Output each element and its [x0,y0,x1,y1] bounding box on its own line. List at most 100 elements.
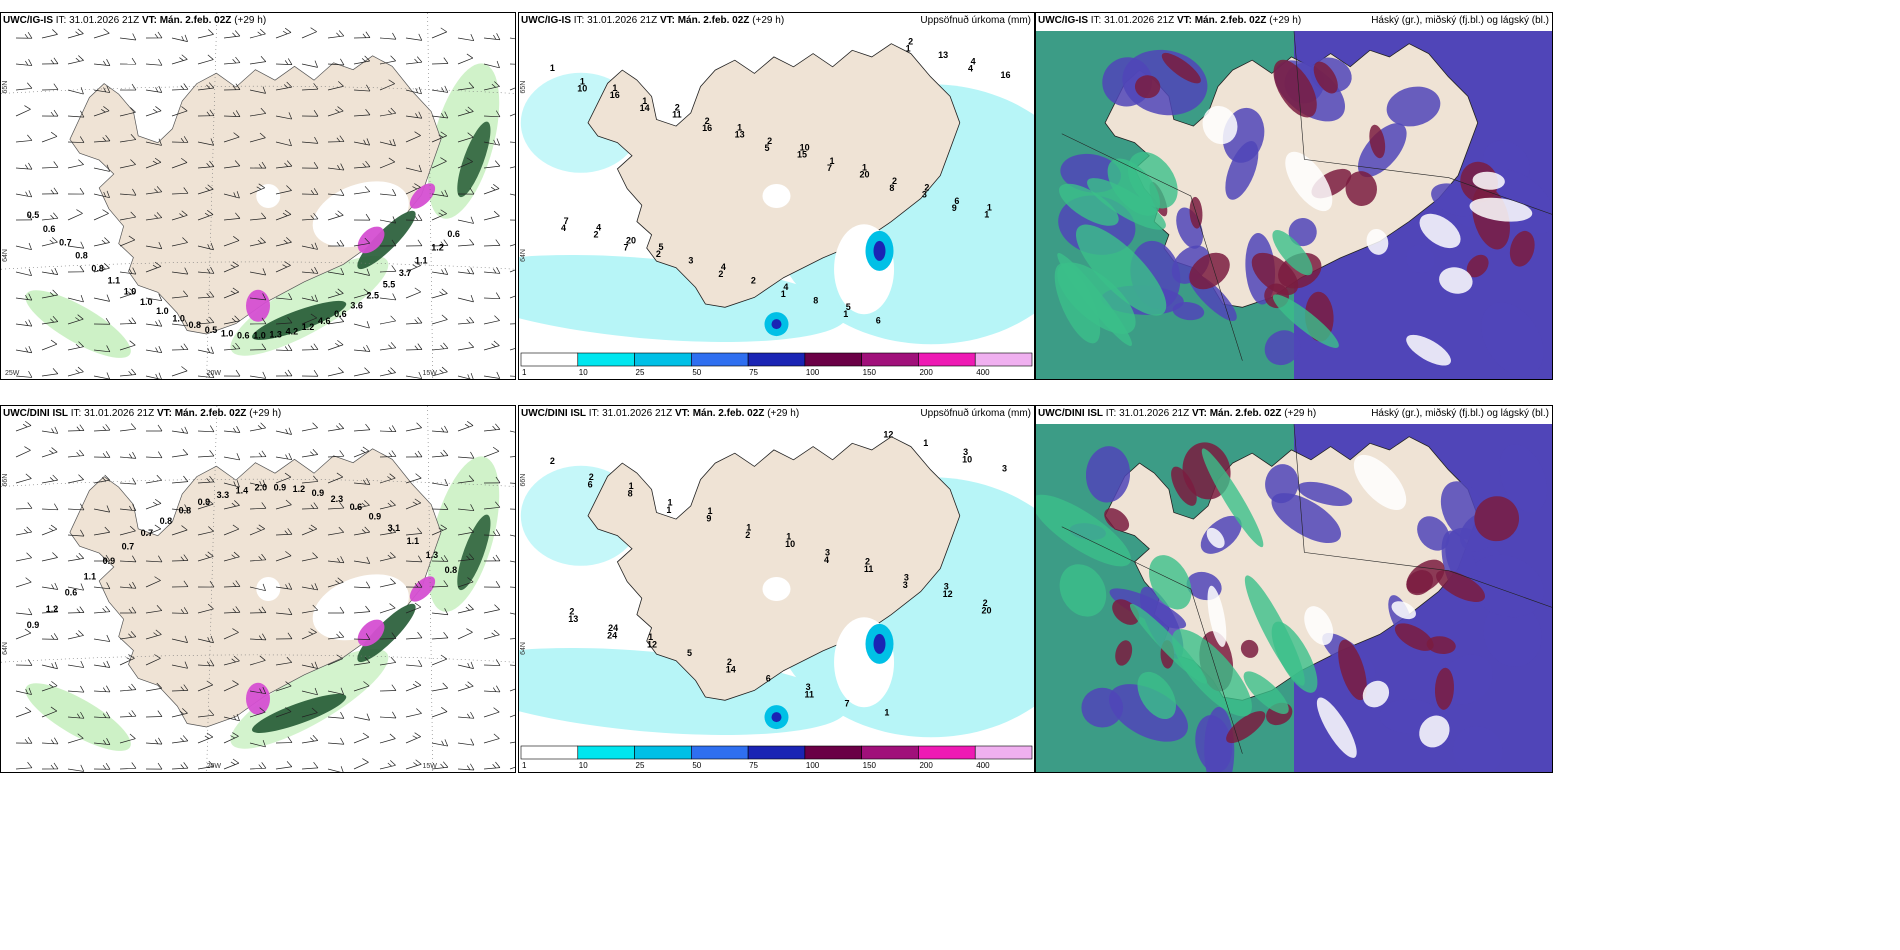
value-label: 2.5 [367,291,380,301]
value-label: 12 [883,429,893,439]
init-time: IT: 31.01.2026 21Z [571,15,660,26]
colorbar-segment [520,352,579,367]
colorbar-segment [577,745,635,760]
init-time: IT: 31.01.2026 21Z [53,15,142,26]
value-label: 0.6 [447,229,460,239]
init-time: IT: 31.01.2026 21Z [68,408,157,419]
lead-time: (+29 h) [246,408,282,419]
value-label: 2 [751,276,756,286]
panel-header: UWC/IG-IS IT: 31.01.2026 21Z VT: Mán. 2.… [521,15,784,26]
value-label: 4 [783,282,788,292]
colorbar-label: 50 [692,761,701,770]
value-label: 7 [827,163,832,173]
panel-header: UWC/DINI ISL IT: 31.01.2026 21Z VT: Mán.… [1038,408,1316,419]
panel-header: UWC/IG-IS IT: 31.01.2026 21Z VT: Mán. 2.… [1038,15,1301,26]
value-label: 2 [569,607,574,617]
panel-right-title: Háský (gr.), miðský (fj.bl.) og lágský (… [1371,15,1549,26]
value-label: 0.7 [122,542,135,552]
lead-time: (+29 h) [749,15,785,26]
value-label: 1.4 [236,485,249,495]
value-label: 2 [865,556,870,566]
value-label: 14 [640,103,650,113]
value-label: 3 [903,580,908,590]
value-label: 1.3 [269,329,282,339]
colorbar-label: 10 [579,368,588,377]
value-label: 13 [568,614,578,624]
value-label: 1 [550,63,555,73]
value-label: 2 [745,530,750,540]
value-label: 8 [889,183,894,193]
model-name: UWC/DINI ISL [521,408,586,419]
value-label: 1 [786,531,791,541]
panel-clouds-top: UWC/IG-IS IT: 31.01.2026 21Z VT: Mán. 2.… [1035,12,1553,380]
value-label: 5 [687,648,692,658]
iceland-landmass [69,448,442,728]
value-label: 12 [943,589,953,599]
value-label: 2 [727,657,732,667]
value-label: 1 [830,156,835,166]
colorbar-label: 50 [692,368,701,377]
value-label: 1.1 [108,276,121,286]
value-label: 4 [721,262,726,272]
value-label: 12 [647,639,657,649]
value-label: 1 [906,43,911,53]
value-label: 2 [718,269,723,279]
value-label: 1.0 [172,314,185,324]
precipitation-map: 1 10 25 50 75 100 150 200 40066N64N2111232123132… [519,406,1034,772]
value-label: 0.8 [189,320,202,330]
value-label: 7 [623,243,628,253]
colorbar-segment [918,745,976,760]
value-label: 1.0 [253,331,266,341]
value-label: 5 [765,143,770,153]
value-label: 24 [607,631,617,641]
value-label: 0.8 [179,506,192,516]
value-label: 4 [596,222,601,232]
colorbar-segment [804,352,862,367]
value-label: 5 [846,302,851,312]
value-label: 5.5 [383,280,396,290]
lead-time: (+29 h) [231,15,267,26]
value-label: 2 [892,176,897,186]
lat-label: 64N [520,642,527,655]
value-label: 1 [862,162,867,172]
colorbar-label: 10 [579,761,588,770]
init-time: IT: 31.01.2026 21Z [1103,408,1192,419]
value-label: 1 [884,707,889,717]
iceland-landmass [69,55,442,335]
value-label: 1.0 [156,306,169,316]
value-label: 4.6 [318,316,331,326]
valid-time-label: VT: Mán. 2.feb. 02Z [1176,15,1267,26]
value-label: 0.8 [160,516,173,526]
panel-right-title: Uppsöfnuð úrkoma (mm) [920,408,1031,419]
value-label: 1.2 [302,322,315,332]
value-label: 3 [963,447,968,457]
value-label: 1.0 [221,328,234,338]
value-label: 1.2 [46,604,59,614]
value-label: 0.9 [27,620,40,630]
colorbar-label: 400 [976,368,990,377]
init-time: IT: 31.01.2026 21Z [586,408,675,419]
value-label: 1 [642,96,647,106]
colorbar-segment [918,352,976,367]
value-label: 3 [806,682,811,692]
colorbar-label: 1 [522,368,527,377]
value-label: 1 [668,497,673,507]
colorbar-segment [577,352,635,367]
lead-time: (+29 h) [1266,15,1302,26]
value-label: 2 [589,472,594,482]
colorbar-segment [747,352,806,367]
value-label: 6 [766,673,771,683]
colorbar-segment [634,745,692,760]
model-name: UWC/DINI ISL [1038,408,1103,419]
value-label: 20 [626,236,636,246]
panel-wind-snow-top: 65N 64N 25W 20W 15W 0.5 0.6 0.7 0.8 0.8 1.1 1.0 1.0 1… [0,12,516,380]
value-label: 2 [983,598,988,608]
colorbar-segment [747,745,806,760]
colorbar-label: 200 [919,761,933,770]
value-label: 13 [735,130,745,140]
colorbar-label: 400 [976,761,990,770]
colorbar-label: 200 [919,368,933,377]
value-label: 1 [707,506,712,516]
value-label: 11 [805,690,815,700]
